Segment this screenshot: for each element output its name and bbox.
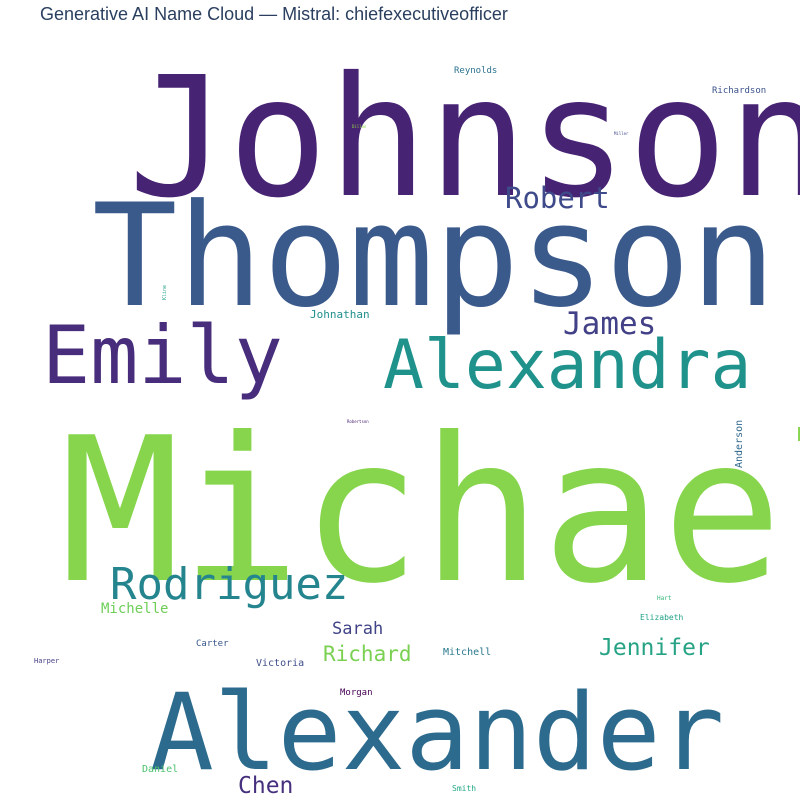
word-harper: Harper xyxy=(34,657,60,665)
word-carter: Carter xyxy=(196,639,229,649)
word-dillon: Dillon xyxy=(352,124,367,129)
word-mitchell: Mitchell xyxy=(443,647,492,658)
word-richardson: Richardson xyxy=(712,86,767,96)
word-james: James xyxy=(563,306,657,342)
word-chen: Chen xyxy=(238,773,294,799)
word-robert: Robert xyxy=(505,181,610,215)
word-miller: Miller xyxy=(614,131,629,136)
word-elizabeth: Elizabeth xyxy=(640,613,684,622)
word-rodriguez: Rodriguez xyxy=(110,559,349,610)
word-alexander: Alexander xyxy=(150,671,725,794)
word-daniel: Daniel xyxy=(142,764,179,775)
word-sarah: Sarah xyxy=(332,619,384,639)
word-smith: Smith xyxy=(452,784,477,793)
word-reynolds: Reynolds xyxy=(454,66,498,76)
word-hart: Hart xyxy=(657,595,672,602)
word-robertson: Robertson xyxy=(347,419,369,424)
word-thompson: Thompson xyxy=(92,174,776,339)
word-emily: Emily xyxy=(42,309,283,402)
word-morgan: Morgan xyxy=(340,688,373,698)
chart-title: Generative AI Name Cloud — Mistral: chie… xyxy=(40,4,508,24)
word-jennifer: Jennifer xyxy=(599,635,710,661)
word-alexandra: Alexandra xyxy=(383,326,752,405)
word-richard: Richard xyxy=(323,642,412,666)
word-anderson: Anderson xyxy=(734,419,745,468)
word-michael: Michael xyxy=(60,395,800,628)
word-victoria: Victoria xyxy=(256,658,305,669)
word-johnson: Johnson xyxy=(128,42,800,235)
word-michelle: Michelle xyxy=(101,601,169,617)
word-johnathan: Johnathan xyxy=(310,308,370,321)
word-kline: Kline xyxy=(162,284,168,300)
